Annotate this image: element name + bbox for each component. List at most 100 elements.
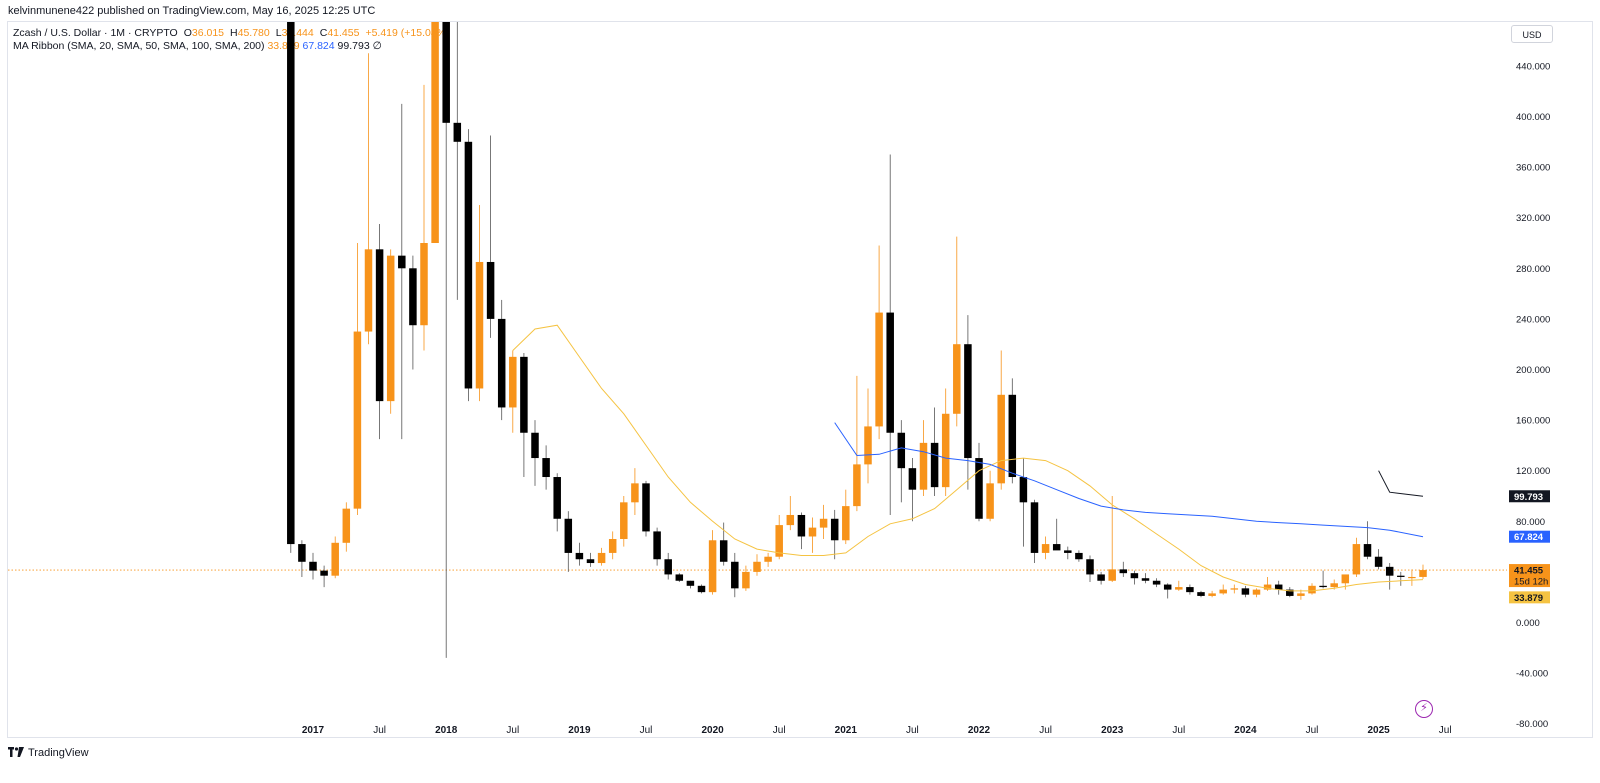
candle xyxy=(908,458,917,522)
candle xyxy=(1241,585,1250,598)
candle-body xyxy=(808,527,817,537)
candle xyxy=(497,299,506,421)
candle xyxy=(331,536,339,579)
candle xyxy=(464,129,473,402)
indicator-name[interactable]: MA Ribbon (SMA, 20, SMA, 50, SMA, 100, S… xyxy=(13,40,265,52)
candle-body xyxy=(1319,585,1327,588)
candle-body xyxy=(941,413,950,488)
candle-body xyxy=(597,552,606,564)
chart-frame xyxy=(7,21,1593,738)
candle-body xyxy=(1341,574,1350,584)
last-price-label: 41.455 xyxy=(1514,566,1544,577)
open-label: O xyxy=(183,27,192,39)
candle-body xyxy=(1419,570,1427,577)
candle xyxy=(742,565,750,591)
candle-body xyxy=(431,22,439,243)
candle-body xyxy=(786,514,795,526)
candle-body xyxy=(642,483,650,532)
flash-icon[interactable]: ⚡ xyxy=(1415,700,1433,718)
candle-body xyxy=(731,561,739,589)
candle-body xyxy=(442,22,450,123)
candle-body xyxy=(875,312,883,427)
x-tick-label: Jul xyxy=(373,725,386,736)
candle-body xyxy=(842,506,850,541)
candle xyxy=(375,224,384,440)
x-tick-label: 2023 xyxy=(1101,725,1124,736)
candle-body xyxy=(586,559,595,564)
candle-body xyxy=(453,122,462,142)
x-tick-label: 2024 xyxy=(1234,725,1257,736)
candle-body xyxy=(997,394,1005,484)
candle xyxy=(997,350,1005,490)
candle-body xyxy=(1052,544,1061,551)
candle xyxy=(1197,590,1205,598)
x-tick-label: Jul xyxy=(773,725,786,736)
ma100-price-label: 99.793 xyxy=(1514,492,1543,503)
y-tick-label: 80.000 xyxy=(1516,517,1545,528)
symbol-name[interactable]: Zcash / U.S. Dollar · 1M · CRYPTO xyxy=(13,27,178,39)
candle-body xyxy=(364,249,373,332)
candle xyxy=(276,0,284,22)
candle-body xyxy=(575,552,584,560)
y-tick-label: 320.000 xyxy=(1516,213,1550,224)
candle xyxy=(1119,561,1128,577)
candle xyxy=(1064,546,1072,560)
candle xyxy=(608,531,617,560)
candle-body xyxy=(1208,593,1216,596)
candle xyxy=(386,249,395,414)
candle-body xyxy=(608,539,617,553)
candle-body xyxy=(1019,477,1028,503)
currency-button[interactable]: USD xyxy=(1511,25,1553,43)
y-axis: -80.000-40.0000.00040.00080.000120.00016… xyxy=(1516,61,1550,730)
candle-body xyxy=(1075,552,1083,560)
candle-body xyxy=(564,518,573,553)
high-label: H xyxy=(230,27,238,39)
y-tick-label: 0.000 xyxy=(1516,618,1540,629)
candle xyxy=(664,552,672,580)
candle xyxy=(1186,584,1194,595)
candle-body xyxy=(830,518,839,541)
candle xyxy=(886,154,894,515)
candle xyxy=(431,22,439,243)
candle-body xyxy=(1252,589,1261,595)
candle-body xyxy=(1030,502,1039,553)
candle-body xyxy=(953,344,961,414)
candle xyxy=(320,565,328,588)
ma100-value: 99.793 xyxy=(337,40,370,52)
candle xyxy=(719,522,728,566)
candle-body xyxy=(930,442,939,488)
candle-body xyxy=(1197,592,1205,596)
y-tick-label: -80.000 xyxy=(1516,719,1548,730)
candle xyxy=(620,496,628,547)
ma20-line xyxy=(512,324,1424,592)
publish-info: kelvinmunene422 published on TradingView… xyxy=(8,5,376,17)
candle-body xyxy=(797,514,806,537)
candle-body xyxy=(697,585,706,593)
candle-body xyxy=(298,544,306,562)
ma50-value: 67.824 xyxy=(302,40,335,52)
candle xyxy=(864,388,872,484)
candle xyxy=(819,504,828,540)
candle xyxy=(830,509,839,560)
candle xyxy=(697,584,706,594)
close-label: C xyxy=(319,27,328,39)
candle-body xyxy=(486,261,495,319)
candle xyxy=(953,236,961,427)
candle xyxy=(1108,496,1116,583)
candle xyxy=(975,442,983,522)
candle-body xyxy=(320,570,328,576)
candle-body xyxy=(708,540,717,593)
candle xyxy=(520,353,528,478)
candle xyxy=(708,530,717,595)
candle-body xyxy=(509,356,517,408)
candle xyxy=(509,350,517,433)
candle xyxy=(1308,583,1316,595)
candle xyxy=(753,554,761,576)
x-tick-label: 2021 xyxy=(835,725,858,736)
y-tick-label: 360.000 xyxy=(1516,163,1550,174)
candle-body xyxy=(475,261,484,389)
candle xyxy=(686,580,695,589)
y-tick-label: 280.000 xyxy=(1516,264,1550,275)
candle xyxy=(398,103,406,440)
